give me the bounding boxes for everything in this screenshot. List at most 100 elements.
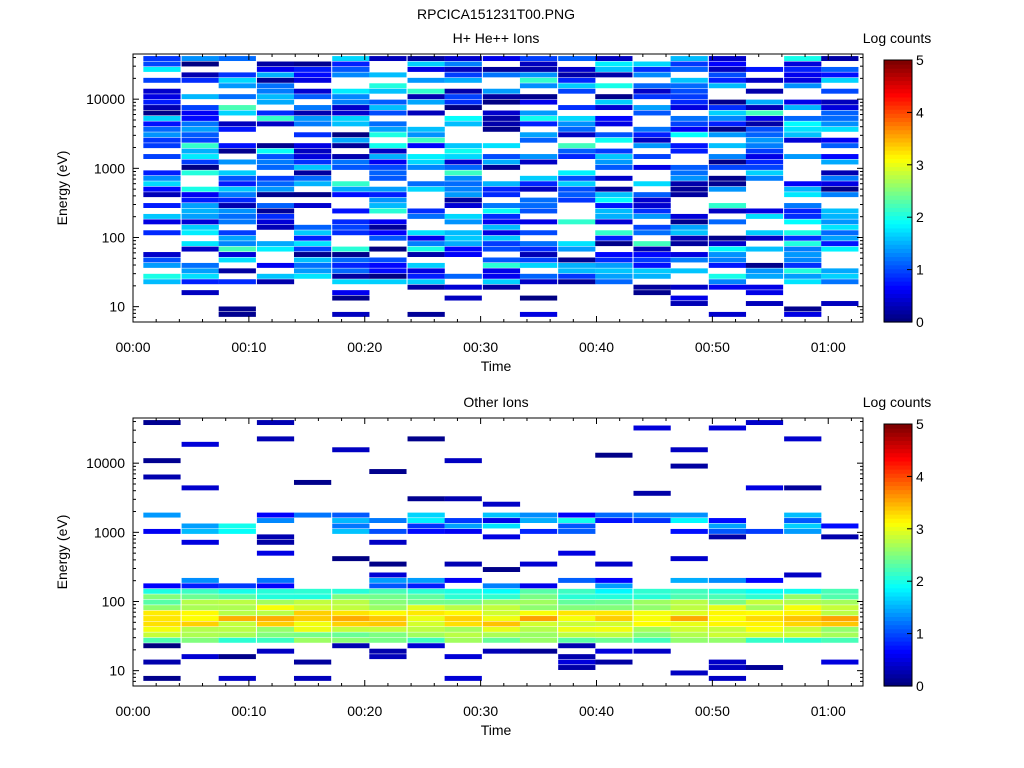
heatmap-cell (558, 588, 596, 594)
heatmap-cell (595, 605, 633, 611)
heatmap-cell (407, 137, 445, 143)
heatmap-cell (745, 637, 784, 643)
heatmap-cell (821, 616, 859, 621)
heatmap-cell (181, 588, 219, 594)
heatmap-cell (482, 192, 521, 198)
heatmap-cell (444, 94, 482, 100)
heatmap-cell (595, 175, 633, 181)
heatmap-cell (256, 208, 295, 214)
heatmap-cell (633, 518, 671, 524)
colorbar-segment (884, 424, 912, 429)
heatmap-cell (369, 518, 407, 524)
heatmap-cell (595, 197, 633, 203)
colorbar-segment (884, 452, 912, 458)
heatmap-cell (332, 279, 370, 285)
heatmap-cell (332, 159, 370, 165)
heatmap-cell (821, 143, 859, 149)
heatmap-cell (821, 273, 859, 279)
heatmap-cell (181, 121, 219, 127)
heatmap-cell (482, 164, 521, 170)
heatmap-cell (407, 268, 445, 274)
heatmap-cell (369, 72, 407, 78)
heatmap-cell (595, 626, 633, 632)
heatmap-cell (369, 88, 407, 94)
heatmap-cell (708, 518, 747, 524)
heatmap-cell (444, 252, 482, 257)
heatmap-cell (407, 518, 445, 524)
heatmap-cell (332, 186, 370, 192)
colorbar-segment (884, 636, 912, 642)
heatmap-cell (181, 279, 219, 285)
heatmap-cell (143, 230, 181, 236)
heatmap-cell (482, 637, 521, 643)
heatmap-cell (745, 577, 784, 583)
heatmap-cell (143, 605, 181, 611)
heatmap-cell (708, 186, 747, 192)
heatmap-cell (633, 143, 671, 149)
heatmap-cell (444, 632, 482, 638)
heatmap-cell (821, 186, 859, 192)
heatmap-cell (218, 252, 256, 257)
heatmap-cell (482, 186, 521, 192)
heatmap-cell (745, 88, 784, 94)
heatmap-cell (256, 279, 295, 285)
heatmap-cell (369, 56, 407, 62)
heatmap-cell (407, 436, 445, 442)
heatmap-cell (558, 523, 596, 529)
heatmap-cell (633, 83, 671, 89)
heatmap-cell (558, 594, 596, 600)
heatmap-cell (784, 306, 822, 312)
heatmap-cell (218, 626, 256, 632)
heatmap-cell (595, 610, 633, 616)
heatmap-cell (595, 561, 633, 567)
heatmap-cell (332, 518, 370, 524)
heatmap-cell (558, 279, 596, 285)
colorbar-segment (884, 669, 912, 675)
heatmap-cell (595, 154, 633, 160)
heatmap-cell (369, 626, 407, 632)
heatmap-cell (633, 648, 671, 654)
colorbar-segment (884, 231, 912, 237)
colorbar-segment (884, 141, 912, 147)
heatmap-cell (218, 279, 256, 285)
heatmap-cell (708, 273, 747, 279)
heatmap-cell (369, 577, 407, 583)
heatmap-cell (519, 203, 558, 208)
heatmap-cell (369, 616, 407, 621)
heatmap-cell (444, 175, 482, 181)
heatmap-cell (218, 110, 256, 116)
colorbar-segment (884, 469, 912, 474)
heatmap-cell (745, 626, 784, 632)
heatmap-cell (218, 257, 256, 263)
heatmap-cell (218, 105, 256, 111)
heatmap-cell (708, 203, 747, 208)
heatmap-cell (407, 94, 445, 100)
heatmap-cell (821, 170, 859, 176)
colorbar-segment (884, 203, 912, 208)
colorbar-segment (884, 76, 912, 82)
heatmap-cell (519, 175, 558, 181)
heatmap-cell (633, 599, 671, 605)
heatmap-cell (369, 99, 407, 105)
heatmap-cell (143, 154, 181, 160)
heatmap-cell (181, 610, 219, 616)
heatmap-cell (407, 126, 445, 132)
heatmap-cell (708, 621, 747, 627)
heatmap-cell (407, 61, 445, 67)
heatmap-cell (444, 72, 482, 78)
heatmap-cell (595, 616, 633, 621)
heatmap-cell (332, 295, 370, 301)
colorbar-segment (884, 473, 912, 478)
colorbar-segment (884, 309, 912, 315)
heatmap-cell (821, 159, 859, 165)
heatmap-cell (369, 572, 407, 578)
x-axis: 00:00 00:10 00:20 00:30 00:40 00:50 01:00 (115, 54, 852, 355)
heatmap-cell (181, 126, 219, 132)
colorbar-segment (884, 657, 912, 663)
y-tick-label: 1000 (94, 160, 125, 176)
x-axis-label: Time (481, 358, 512, 374)
heatmap-cell (256, 594, 295, 600)
heatmap-cell (181, 485, 219, 491)
heatmap-cell (218, 632, 256, 638)
